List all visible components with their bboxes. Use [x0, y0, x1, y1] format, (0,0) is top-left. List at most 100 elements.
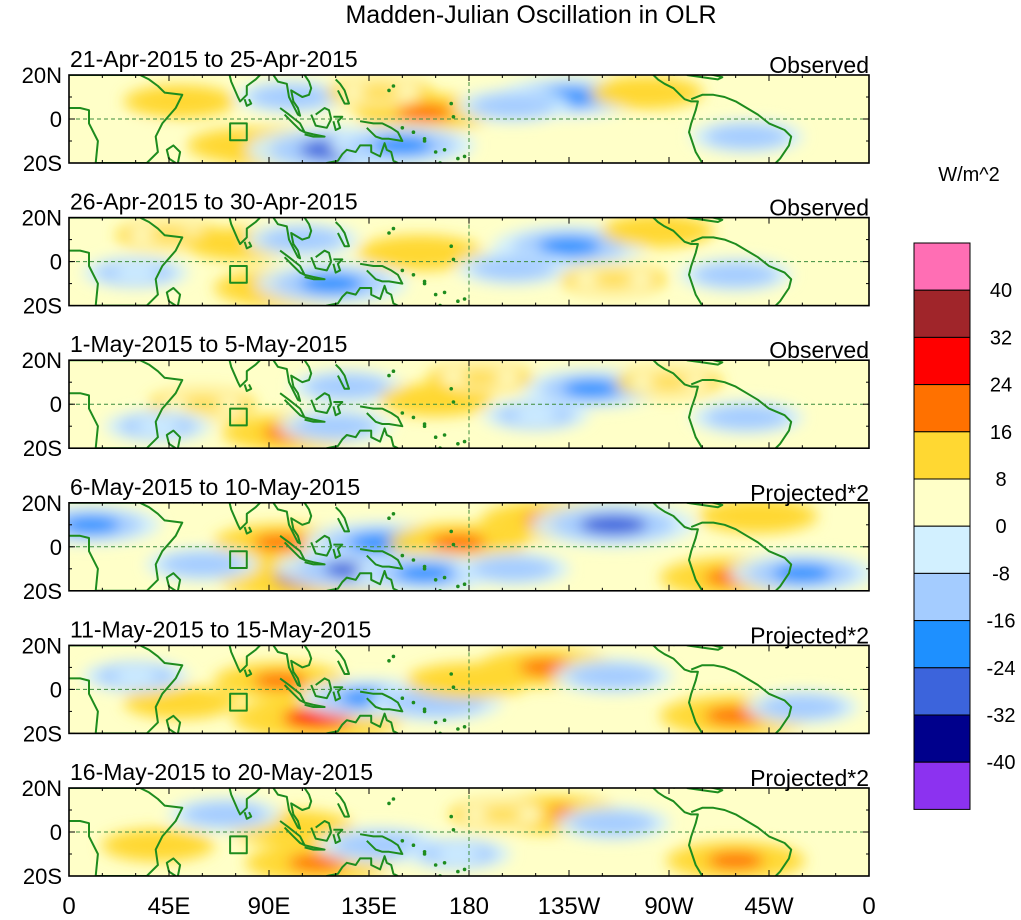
coastline	[359, 120, 404, 142]
anomaly-core	[157, 695, 204, 711]
coastlines	[69, 75, 793, 163]
island	[387, 801, 391, 806]
island	[400, 411, 405, 415]
island	[456, 727, 460, 731]
coastline	[165, 429, 182, 449]
coastline	[332, 115, 344, 131]
coastline	[243, 811, 253, 820]
island	[462, 582, 467, 586]
colorbar-label: -40	[987, 752, 1016, 774]
anomaly-core	[268, 89, 315, 105]
anomaly-core	[323, 379, 370, 395]
anomaly-core	[723, 409, 770, 425]
island	[442, 718, 447, 722]
panel-6: 20N 0 20S 16-May-2015 to 20-May-2015 Project…	[22, 759, 870, 889]
coastline	[332, 686, 344, 702]
anomaly-core	[490, 98, 537, 114]
reference-box	[229, 550, 248, 570]
y-tick-label: 20S	[23, 294, 62, 319]
coastline	[332, 401, 344, 417]
coastline	[272, 788, 313, 830]
coastline	[69, 217, 184, 306]
anomaly-core	[490, 260, 537, 276]
coastline	[634, 502, 704, 591]
island	[462, 297, 467, 301]
coastline	[69, 75, 184, 163]
coastline	[690, 521, 793, 591]
coastline	[243, 526, 253, 535]
island	[462, 725, 467, 729]
y-tick-label: 20N	[22, 348, 62, 373]
anomaly-field	[101, 794, 806, 876]
coastline	[634, 788, 704, 876]
anomaly-core	[480, 807, 525, 822]
colorbar-label: 0	[995, 516, 1006, 538]
anomaly-core	[69, 516, 120, 534]
coastline	[272, 75, 313, 117]
colorbar-swatch	[913, 478, 971, 527]
coastline	[690, 664, 793, 734]
coastlines	[69, 645, 793, 734]
coastline	[165, 572, 182, 591]
island	[462, 867, 467, 872]
coastline	[359, 405, 404, 428]
coastline	[69, 360, 184, 449]
x-tick-label: 45E	[148, 893, 191, 920]
island	[449, 244, 454, 248]
island	[400, 696, 405, 700]
y-tick-label: 20N	[22, 633, 62, 658]
island	[391, 512, 396, 516]
panel-label: Observed	[769, 337, 869, 363]
colorbar-swatch	[913, 525, 971, 574]
island	[433, 150, 438, 154]
island	[391, 369, 396, 374]
chart-title: Madden-Julian Oscillation in OLR	[345, 1, 716, 29]
x-tick-label: 0	[862, 893, 875, 920]
panel-period: 21-Apr-2015 to 25-Apr-2015	[70, 46, 358, 72]
colorbar-label: -24	[987, 658, 1016, 680]
panel-map-area	[69, 645, 869, 734]
anomaly-core	[396, 103, 453, 122]
coastline	[272, 217, 313, 260]
coastline	[69, 788, 184, 876]
colorbar-units: W/m^2	[938, 164, 1000, 186]
coastline	[320, 855, 399, 876]
y-tick-label: 20S	[23, 436, 62, 461]
coastline	[272, 645, 313, 688]
island	[451, 542, 456, 547]
panel-map-area	[69, 75, 869, 163]
anomaly-core	[265, 819, 317, 836]
x-tick-label: 135E	[341, 893, 397, 920]
coastline	[304, 559, 326, 566]
anomaly-core	[707, 851, 765, 870]
x-tick-label: 90W	[644, 893, 694, 920]
x-axis: 0 45E 90E 135E 180 135W 90W 45W 0	[62, 893, 875, 920]
island	[451, 257, 456, 262]
colorbar: W/m^2 40 32 24 16 8 0 -8 -16 -24 -32 -40	[913, 164, 1016, 810]
anomaly-core	[589, 668, 638, 684]
anomaly-core	[201, 806, 248, 822]
coastline	[193, 645, 262, 673]
anomaly-core	[537, 236, 601, 256]
island	[400, 126, 405, 130]
island	[456, 156, 460, 161]
colorbar-swatch	[913, 620, 971, 669]
y-tick-label: 20N	[22, 776, 62, 801]
anomaly-core	[513, 408, 558, 423]
island	[451, 828, 456, 832]
coastline	[690, 236, 793, 306]
colorbar-label: 8	[995, 469, 1006, 491]
coastline	[304, 416, 326, 423]
island	[411, 415, 416, 420]
panels-group: 20N 0 20S 21-Apr-2015 to 25-Apr-2015 Observe…	[22, 46, 870, 889]
coastline	[304, 844, 326, 851]
island	[456, 442, 460, 446]
coastline	[334, 791, 350, 818]
reference-box	[229, 835, 248, 855]
coastline	[673, 788, 724, 794]
coastline	[634, 75, 704, 163]
colorbar-swatch	[913, 242, 971, 291]
coastline	[193, 75, 262, 103]
coastline	[359, 690, 404, 713]
island	[442, 861, 447, 865]
